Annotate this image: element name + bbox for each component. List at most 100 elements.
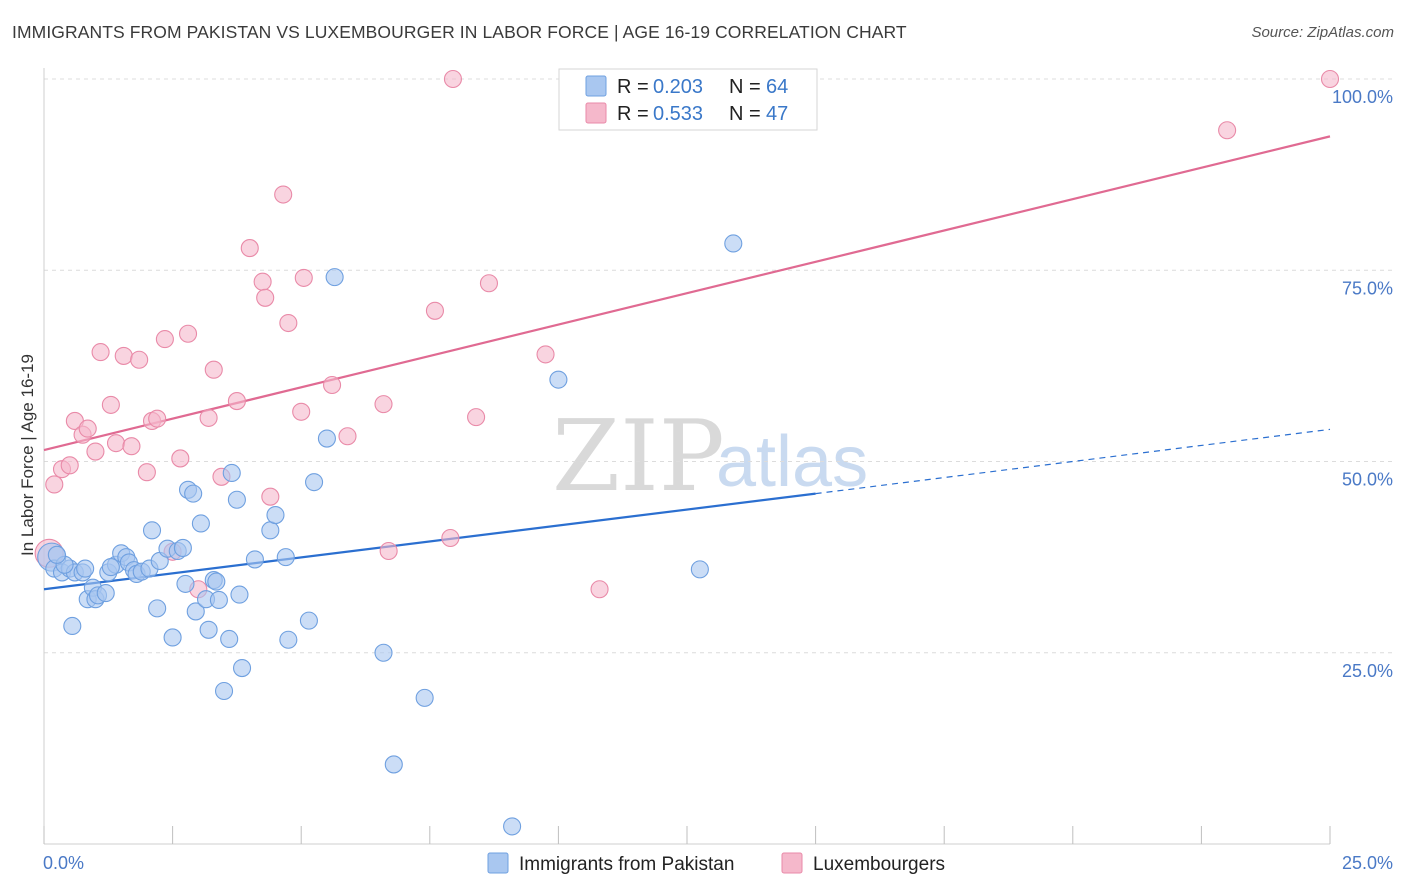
point-pakistan — [279, 630, 298, 649]
point-luxembourgers — [114, 346, 133, 365]
legend-r-label: R = — [617, 103, 649, 125]
point-luxembourgers — [279, 313, 298, 333]
point-luxembourgers — [467, 408, 486, 427]
point-pakistan — [276, 548, 295, 567]
point-luxembourgers — [130, 350, 149, 369]
point-pakistan — [76, 559, 95, 578]
legend-n-value: 64 — [766, 76, 788, 98]
point-luxembourgers — [91, 343, 110, 362]
point-pakistan — [209, 590, 228, 610]
y-axis-label: In Labor Force | Age 16-19 — [18, 354, 37, 556]
point-luxembourgers — [155, 330, 174, 349]
bottom-legend-swatch-luxembourgers — [781, 852, 803, 874]
point-luxembourgers — [425, 301, 444, 320]
point-luxembourgers — [227, 392, 246, 411]
chart-source: Source: ZipAtlas.com — [1251, 24, 1394, 41]
point-pakistan — [173, 538, 192, 557]
point-pakistan — [207, 572, 226, 591]
point-luxembourgers — [274, 185, 293, 204]
point-pakistan — [415, 688, 434, 707]
x-tick-label: 0.0% — [43, 853, 84, 873]
bottom-legend-swatch-pakistan — [487, 852, 509, 874]
bottom-legend: Immigrants from Pakistan Luxembourgers — [487, 852, 945, 875]
point-pakistan — [266, 505, 285, 525]
trend-line-pakistan-extension — [815, 428, 1331, 495]
point-luxembourgers — [590, 580, 609, 599]
point-pakistan — [299, 611, 318, 630]
point-pakistan — [724, 234, 743, 253]
point-luxembourgers — [1218, 121, 1237, 140]
point-pakistan — [317, 429, 336, 448]
tick-labels: 25.0% 50.0% 75.0% 100.0% 0.0% 25.0% — [43, 87, 1393, 873]
point-pakistan — [63, 616, 82, 636]
bottom-legend-label-pakistan: Immigrants from Pakistan — [519, 854, 734, 875]
point-pakistan — [690, 560, 709, 579]
point-luxembourgers — [338, 427, 357, 446]
legend-r-label: R = — [617, 76, 649, 98]
data-points — [34, 69, 1340, 836]
point-pakistan — [214, 681, 234, 701]
legend-n-label: N = — [729, 103, 761, 125]
legend-r-value: 0.533 — [653, 103, 703, 125]
point-luxembourgers — [106, 434, 126, 453]
legend-n-value: 47 — [766, 103, 788, 125]
watermark-zip: ZIP — [552, 400, 725, 514]
point-luxembourgers — [292, 402, 311, 421]
x-tick-label: 25.0% — [1342, 853, 1393, 873]
point-luxembourgers — [60, 456, 79, 475]
legend-n-label: N = — [729, 76, 761, 98]
point-pakistan — [199, 620, 218, 639]
point-luxembourgers — [443, 69, 462, 89]
point-pakistan — [186, 602, 205, 621]
point-luxembourgers — [294, 268, 313, 287]
point-luxembourgers — [78, 419, 97, 438]
point-pakistan — [261, 521, 280, 540]
point-pakistan — [101, 558, 120, 577]
point-luxembourgers — [323, 375, 342, 395]
point-pakistan — [374, 643, 393, 662]
axes — [43, 68, 1331, 845]
y-tick-label: 75.0% — [1342, 278, 1393, 298]
point-luxembourgers — [479, 274, 499, 293]
point-luxembourgers — [1320, 69, 1340, 89]
point-luxembourgers — [204, 360, 223, 379]
point-pakistan — [191, 514, 210, 533]
point-pakistan — [227, 490, 246, 509]
point-pakistan — [184, 484, 203, 503]
point-luxembourgers — [178, 324, 198, 343]
point-luxembourgers — [171, 449, 190, 468]
point-pakistan — [148, 599, 167, 618]
point-luxembourgers — [137, 463, 156, 482]
point-luxembourgers — [86, 442, 105, 461]
point-pakistan — [305, 473, 324, 492]
point-pakistan — [176, 574, 195, 593]
legend-swatch-luxembourgers — [585, 102, 607, 124]
trend-line-pakistan — [43, 492, 816, 591]
point-luxembourgers — [441, 528, 460, 548]
point-luxembourgers — [240, 239, 259, 258]
point-pakistan — [232, 658, 252, 678]
point-luxembourgers — [122, 437, 141, 456]
point-pakistan — [96, 584, 115, 603]
point-luxembourgers — [536, 345, 555, 364]
point-luxembourgers — [379, 541, 398, 561]
point-pakistan — [142, 521, 162, 540]
point-pakistan — [549, 370, 568, 389]
legend-r-value: 0.203 — [653, 76, 703, 98]
y-tick-label: 50.0% — [1342, 470, 1393, 490]
point-pakistan — [503, 817, 522, 836]
grid-lines — [44, 78, 1392, 654]
trend-line-luxembourgers — [43, 135, 1331, 452]
point-pakistan — [384, 755, 403, 774]
point-luxembourgers — [199, 408, 218, 427]
y-tick-label: 100.0% — [1332, 87, 1393, 107]
legend: R = 0.203 N = 64 R = 0.533 N = 47 — [558, 68, 818, 131]
point-luxembourgers — [101, 395, 120, 414]
bottom-legend-label-luxembourgers: Luxembourgers — [813, 854, 945, 875]
chart-title: IMMIGRANTS FROM PAKISTAN VS LUXEMBOURGER… — [12, 22, 907, 42]
point-luxembourgers — [256, 288, 275, 307]
point-pakistan — [230, 585, 249, 604]
point-luxembourgers — [374, 395, 393, 414]
point-pakistan — [47, 545, 66, 564]
point-pakistan — [220, 629, 239, 649]
